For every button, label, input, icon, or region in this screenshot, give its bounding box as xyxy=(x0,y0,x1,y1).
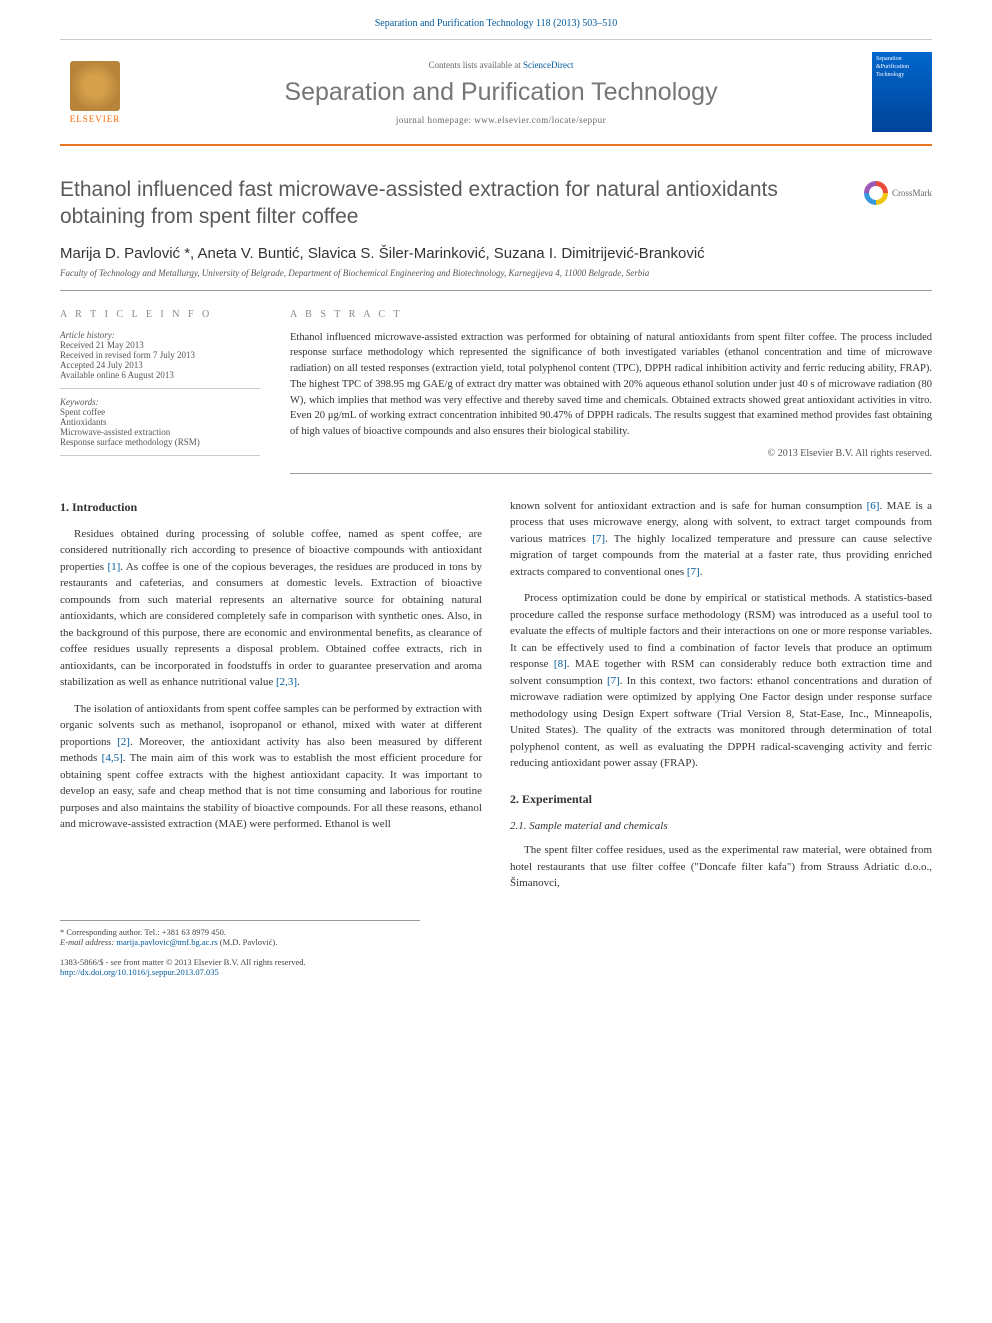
email-label: E-mail address: xyxy=(60,937,116,947)
experimental-heading: 2. Experimental xyxy=(510,790,932,808)
ref-link-45[interactable]: [4,5] xyxy=(102,752,123,764)
ref-link-7a[interactable]: [7] xyxy=(592,533,605,545)
article-info-column: A R T I C L E I N F O Article history: R… xyxy=(60,291,260,474)
abstract-heading: A B S T R A C T xyxy=(290,309,932,320)
homepage-line: journal homepage: www.elsevier.com/locat… xyxy=(130,115,872,125)
issn-line: 1383-5866/$ - see front matter © 2013 El… xyxy=(60,957,932,967)
ref-link-7b[interactable]: [7] xyxy=(687,566,700,578)
article-info-heading: A R T I C L E I N F O xyxy=(60,309,260,320)
article-header: CrossMark Ethanol influenced fast microw… xyxy=(60,176,932,290)
info-abstract-row: A R T I C L E I N F O Article history: R… xyxy=(60,290,932,474)
keyword-3: Microwave-assisted extraction xyxy=(60,427,260,437)
abstract-copyright: © 2013 Elsevier B.V. All rights reserved… xyxy=(290,448,932,459)
ref-link-23[interactable]: [2,3] xyxy=(276,676,297,688)
col2-para-1: known solvent for antioxidant extraction… xyxy=(510,498,932,581)
crossmark-badge[interactable]: CrossMark xyxy=(864,181,932,205)
received-date: Received 21 May 2013 xyxy=(60,340,260,350)
accepted-date: Accepted 24 July 2013 xyxy=(60,360,260,370)
history-label: Article history: xyxy=(60,330,260,340)
email-link[interactable]: marija.pavlovic@tmf.bg.ac.rs xyxy=(116,937,217,947)
intro-para-1: Residues obtained during processing of s… xyxy=(60,526,482,691)
keyword-2: Antioxidants xyxy=(60,417,260,427)
keywords-label: Keywords: xyxy=(60,397,260,407)
elsevier-tree-icon xyxy=(70,61,120,111)
elsevier-text: ELSEVIER xyxy=(60,114,130,124)
ref-link-6[interactable]: [6] xyxy=(867,500,880,512)
right-column: known solvent for antioxidant extraction… xyxy=(510,498,932,902)
intro-p1b: . As coffee is one of the copious bevera… xyxy=(60,561,482,689)
article-history-block: Article history: Received 21 May 2013 Re… xyxy=(60,330,260,389)
ref-link-1[interactable]: [1] xyxy=(107,561,120,573)
ref-link-8[interactable]: [8] xyxy=(554,658,567,670)
contents-line: Contents lists available at ScienceDirec… xyxy=(130,60,872,70)
c2p1a: known solvent for antioxidant extraction… xyxy=(510,500,867,512)
corr-author-line: * Corresponding author. Tel.: +381 63 89… xyxy=(60,927,420,937)
body-columns: 1. Introduction Residues obtained during… xyxy=(60,498,932,902)
col2-para-2: Process optimization could be done by em… xyxy=(510,590,932,772)
abstract-column: A B S T R A C T Ethanol influenced micro… xyxy=(290,291,932,474)
keywords-block: Keywords: Spent coffee Antioxidants Micr… xyxy=(60,397,260,456)
keyword-4: Response surface methodology (RSM) xyxy=(60,437,260,447)
sciencedirect-link[interactable]: ScienceDirect xyxy=(523,60,573,70)
footer-doi-block: 1383-5866/$ - see front matter © 2013 El… xyxy=(60,957,932,977)
journal-reference: Separation and Purification Technology 1… xyxy=(0,0,992,39)
online-date: Available online 6 August 2013 xyxy=(60,370,260,380)
journal-header: ELSEVIER Contents lists available at Sci… xyxy=(60,39,932,146)
ref-link-7c[interactable]: [7] xyxy=(607,675,620,687)
corresponding-author-footer: * Corresponding author. Tel.: +381 63 89… xyxy=(60,920,420,947)
intro-p2c: . The main aim of this work was to estab… xyxy=(60,752,482,830)
elsevier-logo[interactable]: ELSEVIER xyxy=(60,61,130,124)
contents-prefix: Contents lists available at xyxy=(429,60,523,70)
homepage-url[interactable]: www.elsevier.com/locate/seppur xyxy=(474,115,606,125)
affiliation: Faculty of Technology and Metallurgy, Un… xyxy=(60,268,932,290)
intro-p1c: . xyxy=(297,676,300,688)
c2p1d: . xyxy=(700,566,703,578)
revised-date: Received in revised form 7 July 2013 xyxy=(60,350,260,360)
header-center: Contents lists available at ScienceDirec… xyxy=(130,60,872,125)
abstract-text: Ethanol influenced microwave-assisted ex… xyxy=(290,330,932,440)
doi-link[interactable]: http://dx.doi.org/10.1016/j.seppur.2013.… xyxy=(60,967,219,977)
ref-link-2[interactable]: [2] xyxy=(117,736,130,748)
intro-heading: 1. Introduction xyxy=(60,498,482,516)
experimental-para-1: The spent filter coffee residues, used a… xyxy=(510,842,932,892)
journal-title: Separation and Purification Technology xyxy=(130,78,872,107)
email-suffix: (M.D. Pavlović). xyxy=(218,937,278,947)
intro-para-2: The isolation of antioxidants from spent… xyxy=(60,701,482,833)
article-title: Ethanol influenced fast microwave-assist… xyxy=(60,176,820,231)
left-column: 1. Introduction Residues obtained during… xyxy=(60,498,482,902)
journal-cover-thumb[interactable]: Separation &Purification Technology xyxy=(872,52,932,132)
c2p2c: . In this context, two factors: ethanol … xyxy=(510,675,932,770)
email-line: E-mail address: marija.pavlovic@tmf.bg.a… xyxy=(60,937,420,947)
homepage-prefix: journal homepage: xyxy=(396,115,474,125)
crossmark-icon xyxy=(864,181,888,205)
keyword-1: Spent coffee xyxy=(60,407,260,417)
experimental-subsection: 2.1. Sample material and chemicals xyxy=(510,818,932,835)
authors-line: Marija D. Pavlović *, Aneta V. Buntić, S… xyxy=(60,245,932,262)
crossmark-label: CrossMark xyxy=(892,188,932,198)
